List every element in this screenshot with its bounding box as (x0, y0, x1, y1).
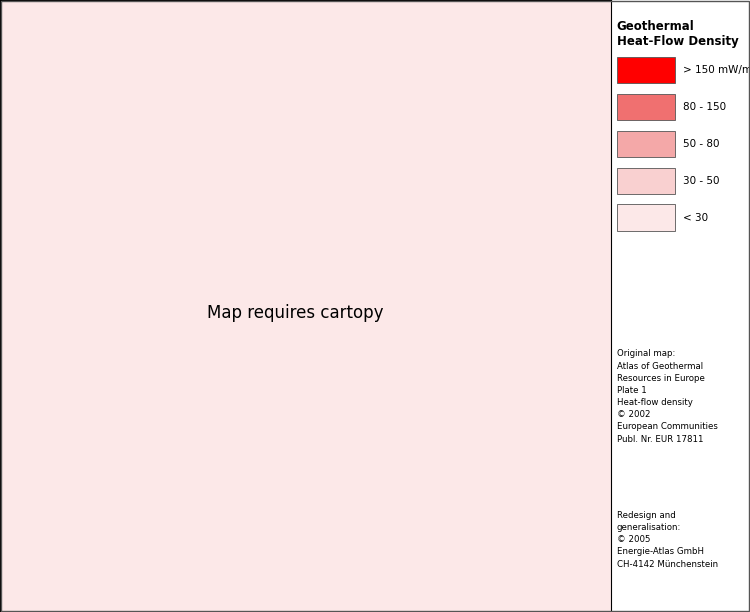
Text: Map requires cartopy: Map requires cartopy (207, 304, 383, 323)
Bar (616, 57, 675, 83)
Text: > 150 mW/m²: > 150 mW/m² (683, 65, 750, 75)
Bar (616, 204, 675, 231)
Text: Redesign and
generalisation:
© 2005
Energie-Atlas GmbH
CH-4142 Münchenstein: Redesign and generalisation: © 2005 Ener… (616, 511, 718, 569)
Bar (616, 130, 675, 157)
Bar (616, 168, 675, 194)
Bar (616, 94, 675, 120)
Text: Geothermal
Heat-Flow Density: Geothermal Heat-Flow Density (616, 20, 739, 48)
Text: 30 - 50: 30 - 50 (683, 176, 720, 185)
Text: 50 - 80: 50 - 80 (683, 139, 720, 149)
Text: Original map:
Atlas of Geothermal
Resources in Europe
Plate 1
Heat-flow density
: Original map: Atlas of Geothermal Resour… (616, 349, 718, 444)
Text: 80 - 150: 80 - 150 (683, 102, 727, 112)
Text: < 30: < 30 (683, 212, 709, 223)
